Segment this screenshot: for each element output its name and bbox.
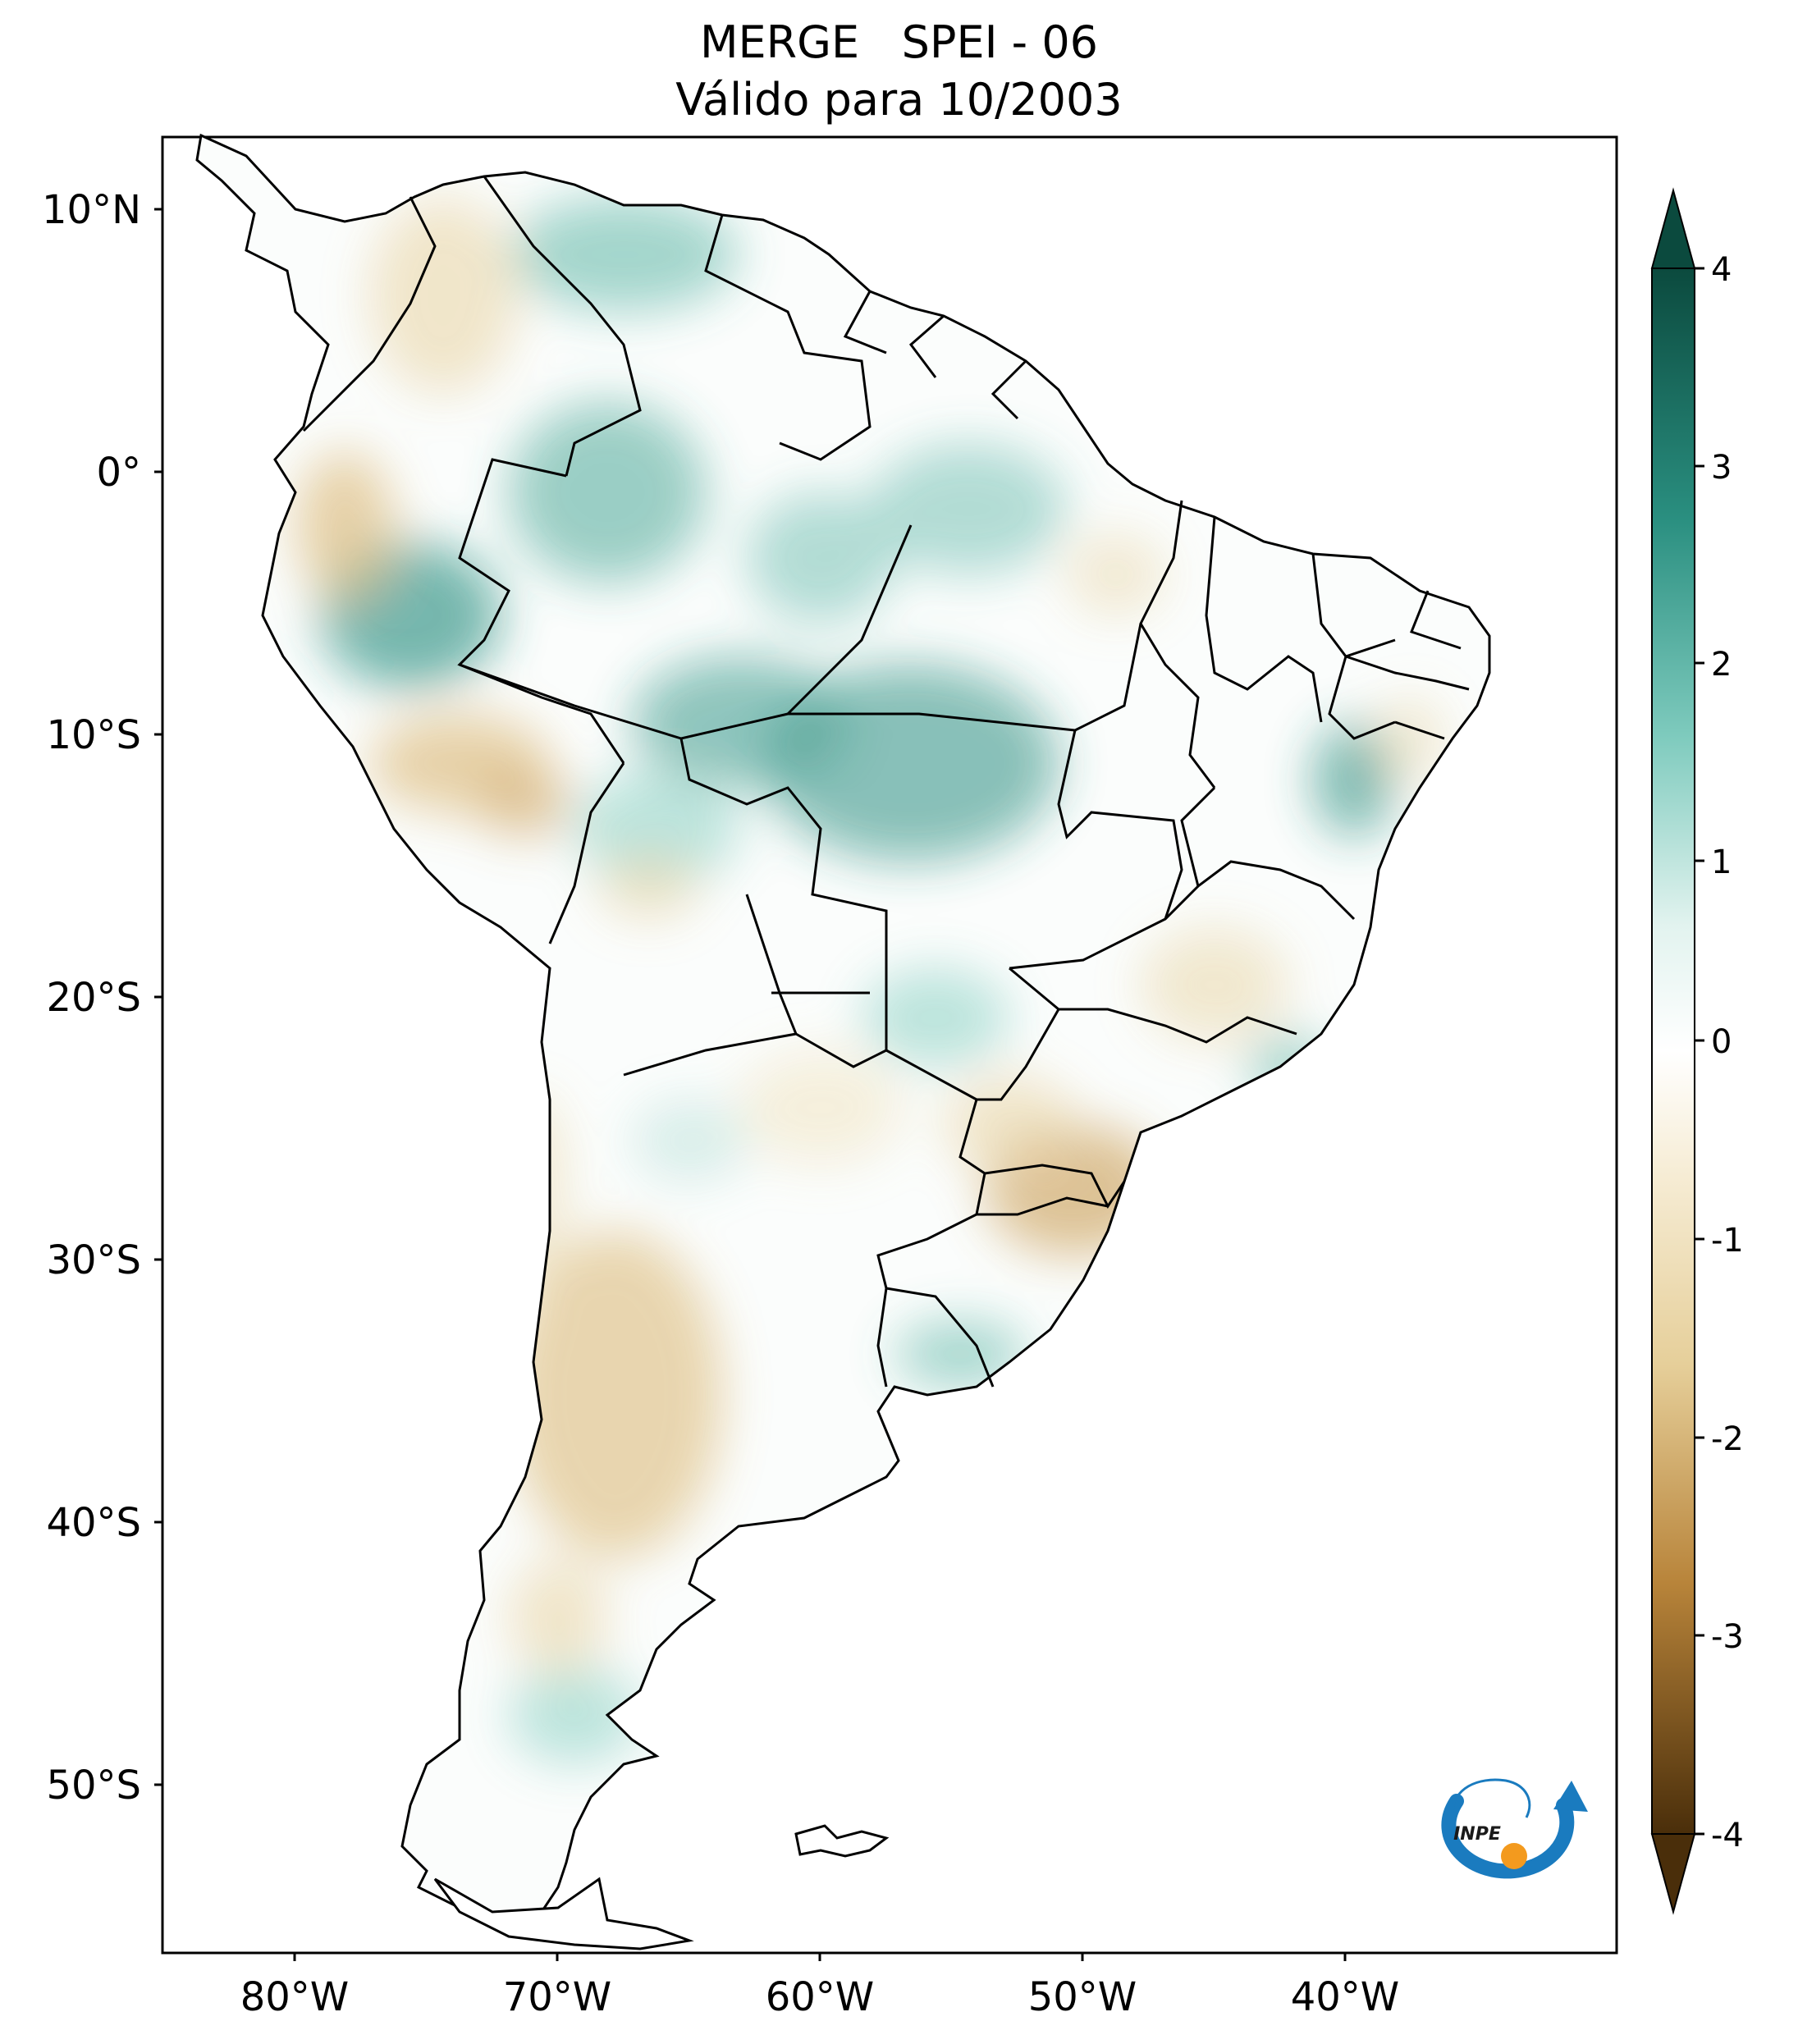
colorbar-label-1: 1 <box>1711 844 1732 881</box>
logo-dot <box>1501 1843 1527 1869</box>
map-title: MERGE SPEI - 06 <box>699 16 1099 68</box>
logo-orbit <box>1451 1778 1531 1818</box>
colorbar-min-extension <box>1650 1833 1696 1915</box>
colorbar-label-2: 2 <box>1711 646 1732 684</box>
colorbar-label-neg3: -3 <box>1711 1618 1744 1656</box>
colorbar: 4 3 2 1 0 -1 -2 -3 -4 <box>1650 187 1744 1915</box>
colorbar-label-neg4: -4 <box>1711 1817 1744 1854</box>
logo-arc <box>1441 1794 1575 1879</box>
lon-label-80w: 80°W <box>240 1974 350 2020</box>
lon-label-70w: 70°W <box>503 1974 612 2020</box>
colorbar-label-3: 3 <box>1711 449 1732 487</box>
borders <box>302 176 1470 1388</box>
lon-label-60w: 60°W <box>766 1974 875 2020</box>
colorbar-label-neg2: -2 <box>1711 1420 1744 1458</box>
colorbar-label-0: 0 <box>1711 1023 1732 1061</box>
lat-label-30s: 30°S <box>46 1237 141 1283</box>
colorbar-gradient <box>1651 268 1695 1835</box>
lat-label-10s: 10°S <box>46 712 141 758</box>
lat-label-0: 0° <box>96 450 141 496</box>
lat-label-10n: 10°N <box>42 187 141 233</box>
colorbar-label-neg1: -1 <box>1711 1222 1744 1260</box>
lon-label-50w: 50°W <box>1028 1974 1137 2020</box>
lat-label-20s: 20°S <box>46 975 141 1021</box>
lat-label-40s: 40°S <box>46 1500 141 1546</box>
lat-label-50s: 50°S <box>46 1763 141 1809</box>
lon-axis: 80°W 70°W 60°W 50°W 40°W <box>240 1953 1400 2020</box>
colorbar-max-extension <box>1650 187 1696 269</box>
islands <box>433 1824 890 1950</box>
logo-text: INPE <box>1453 1824 1501 1845</box>
map-subtitle: Válido para 10/2003 <box>675 74 1123 126</box>
colorbar-label-4: 4 <box>1711 251 1732 289</box>
lat-axis: 10°N 0° 10°S 20°S 30°S 40°S 50°S <box>42 187 162 1809</box>
inpe-logo: INPE <box>1441 1778 1588 1879</box>
lon-label-40w: 40°W <box>1291 1974 1400 2020</box>
logo-arrow-icon <box>1553 1781 1588 1812</box>
